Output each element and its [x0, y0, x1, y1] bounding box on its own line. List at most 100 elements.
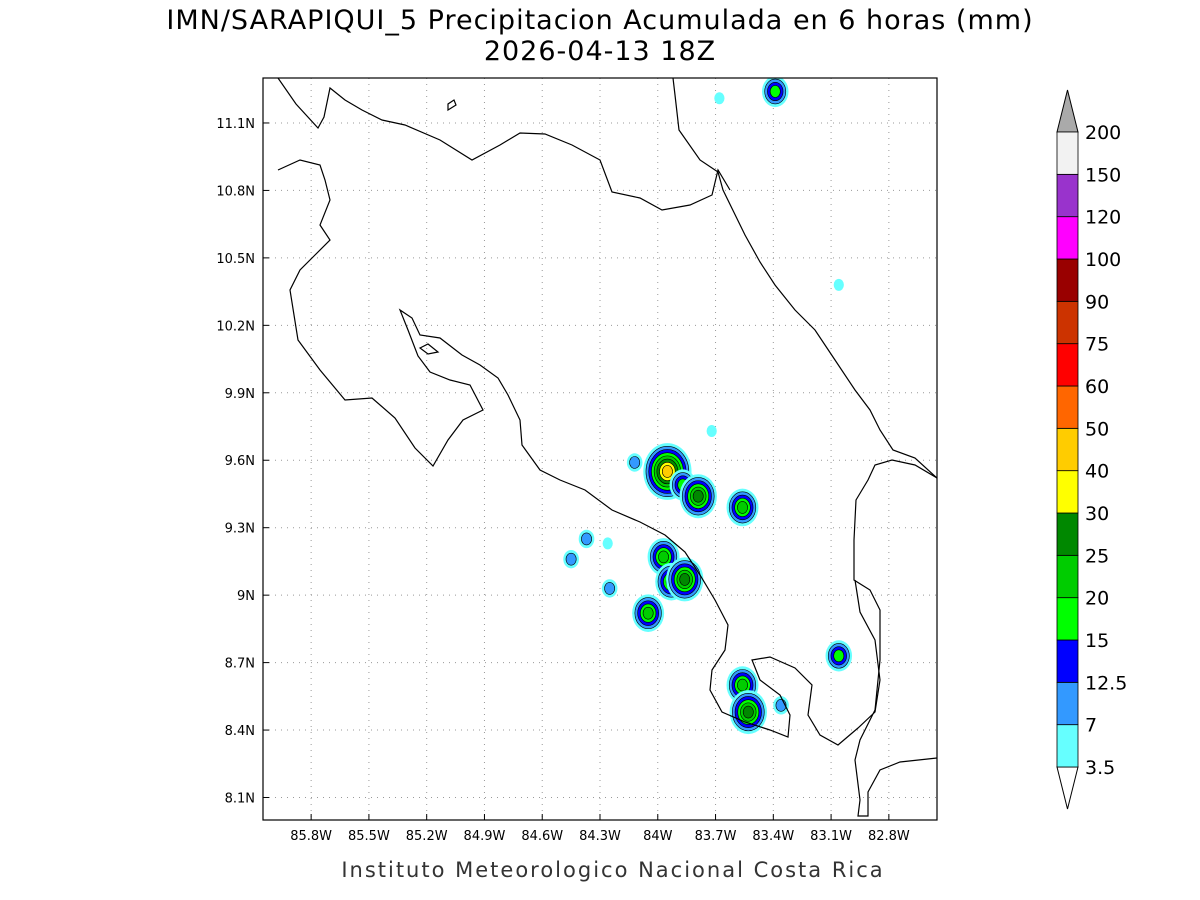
precip-cell	[825, 640, 853, 672]
precip-cell	[833, 278, 844, 291]
lon-tick-label: 85.5W	[348, 829, 390, 844]
colorbar-swatch	[1056, 258, 1079, 302]
credit-text: Instituto Meteorologico Nacional Costa R…	[341, 858, 884, 882]
precip-cell	[601, 579, 618, 598]
precip-contour-level	[602, 537, 613, 550]
precip-contour-level	[581, 532, 592, 546]
lon-tick-label: 84.3W	[579, 829, 621, 844]
colorbar-level-label: 30	[1085, 503, 1109, 525]
colorbar-level-label: 15	[1085, 630, 1109, 652]
colorbar-swatch	[1056, 173, 1079, 218]
colorbar-level-label: 75	[1085, 334, 1109, 356]
map-area: 85.8W 85.5W 85.2W 84.9W 84.6W 84.3W 84W 83.7W 83…	[216, 77, 938, 844]
colorbar-swatch	[1056, 639, 1079, 683]
precip-contour-level	[658, 550, 669, 564]
precipitation-layer	[563, 78, 853, 735]
lon-tick-label: 82.8W	[868, 829, 910, 844]
colorbar-level-label: 3.5	[1085, 757, 1115, 779]
colorbar-level-label: 50	[1085, 418, 1109, 440]
lat-tick-label: 9N	[237, 589, 255, 604]
lon-tick-label: 84.6W	[521, 829, 563, 844]
lon-tick-label: 84W	[643, 829, 673, 844]
colorbar-swatch	[1056, 597, 1079, 641]
precip-contour-level	[706, 425, 717, 438]
colorbar-swatch	[1056, 512, 1079, 556]
precip-cell	[773, 696, 789, 715]
lat-tick-label: 10.8N	[216, 184, 255, 199]
precip-cell	[632, 594, 665, 632]
colorbar-swatch	[1056, 385, 1079, 429]
colorbar-level-label: 120	[1085, 207, 1121, 229]
lat-tick-label: 8.4N	[225, 724, 255, 739]
precip-contour-level	[604, 582, 616, 595]
north-border	[277, 78, 731, 211]
colorbar-swatch	[1056, 343, 1079, 387]
lon-tick-label: 84.9W	[464, 829, 506, 844]
panama-border	[853, 459, 937, 817]
precip-cell	[563, 549, 579, 569]
lat-tick-label: 9.9N	[225, 387, 255, 402]
map-title-line2: 2026-04-13 18Z	[484, 36, 716, 67]
precip-contour-level	[833, 649, 845, 663]
precip-contour-level	[742, 705, 754, 719]
colorbar-level-label: 60	[1085, 376, 1109, 398]
island-small	[447, 99, 457, 112]
precip-cell	[714, 92, 725, 105]
island-gulf	[418, 343, 440, 355]
precip-cell	[666, 557, 704, 602]
lon-tick-label: 83.4W	[752, 829, 794, 844]
lat-tick-label: 8.7N	[225, 657, 255, 672]
lat-tick-label: 11.1N	[216, 117, 255, 132]
colorbar-level-label: 20	[1085, 588, 1109, 610]
colorbar-level-label: 12.5	[1085, 672, 1127, 694]
colorbar-level-label: 40	[1085, 461, 1109, 483]
longitude-tick-labels: 85.8W 85.5W 85.2W 84.9W 84.6W 84.3W 84W 83.7W 83…	[290, 829, 910, 844]
precip-contour-level	[629, 456, 641, 469]
colorbar-swatch	[1056, 131, 1079, 175]
precip-cell	[626, 453, 643, 472]
precip-cell	[578, 529, 595, 549]
precip-cell	[761, 78, 789, 108]
colorbar-bottom-arrow	[1056, 766, 1079, 810]
map-title-line1: IMN/SARAPIQUI_5 Precipitacion Acumulada …	[166, 5, 1033, 36]
lat-tick-label: 9.3N	[225, 522, 255, 537]
precip-contour-level	[737, 678, 748, 692]
precip-contour-level	[737, 501, 748, 514]
colorbar-level-label: 150	[1085, 164, 1121, 186]
colorbar-level-label: 90	[1085, 291, 1109, 313]
lat-tick-label: 10.2N	[216, 319, 255, 334]
colorbar: 3.5 7 12.5 15 20 25 30 40 50 60 75 90 100 120 150 200	[1056, 89, 1127, 810]
precip-contour-level	[565, 552, 577, 566]
lat-tick-label: 8.1N	[225, 792, 255, 807]
precip-contour-level	[769, 85, 781, 98]
lat-tick-label: 9.6N	[225, 454, 255, 469]
colorbar-swatch	[1056, 554, 1079, 599]
precip-cell	[679, 474, 717, 519]
caribbean-coast	[672, 78, 937, 479]
precip-cell	[706, 425, 717, 438]
colorbar-level-label: 7	[1085, 715, 1097, 737]
colorbar-level-label: 25	[1085, 545, 1109, 567]
colorbar-swatch	[1056, 300, 1079, 345]
lon-tick-label: 83.7W	[695, 829, 737, 844]
coastline	[277, 78, 937, 817]
precip-contour-level	[692, 489, 704, 503]
colorbar-swatch	[1056, 216, 1079, 260]
precip-cell	[729, 690, 767, 735]
colorbar-swatch	[1056, 470, 1079, 514]
lon-tick-label: 85.2W	[406, 829, 448, 844]
colorbar-swatch	[1056, 427, 1079, 472]
colorbar-top-arrow	[1056, 89, 1079, 133]
precip-cell	[602, 537, 613, 550]
map-frame	[262, 77, 938, 821]
precip-cell	[726, 488, 759, 527]
lon-tick-label: 83.1W	[810, 829, 852, 844]
grid-lines	[263, 78, 937, 820]
precip-contour-level	[714, 92, 725, 105]
colorbar-level-label: 100	[1085, 249, 1121, 271]
precip-contour-level	[642, 606, 654, 620]
precip-contour-level	[679, 573, 691, 586]
precip-contour-level	[662, 465, 673, 478]
colorbar-swatch	[1056, 681, 1079, 726]
